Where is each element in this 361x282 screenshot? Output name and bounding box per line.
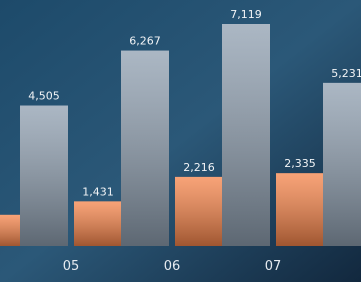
bar-shade xyxy=(0,215,21,246)
bar-shade xyxy=(323,83,361,246)
value-label: 4,505 xyxy=(28,90,60,103)
value-label: 5,231 xyxy=(331,67,361,80)
value-label: 2,216 xyxy=(183,161,215,174)
x-tick-label: 07 xyxy=(265,259,282,274)
page: {"chart_data": {"type": "bar", "categori… xyxy=(0,0,361,282)
chart: 4,505 1,431 05 6,267 2,216 06 7,119 2,335 07 5,23… xyxy=(0,0,361,282)
bar-shade xyxy=(222,24,270,246)
value-label: 2,335 xyxy=(284,157,316,170)
value-label: 7,119 xyxy=(230,8,262,21)
bar-shade xyxy=(74,201,122,246)
value-label: 6,267 xyxy=(129,35,161,48)
x-tick-label: 05 xyxy=(63,259,80,274)
bar-shade xyxy=(175,177,223,246)
bar-shade xyxy=(20,106,68,246)
x-tick-label: 06 xyxy=(164,259,181,274)
value-label: 1,431 xyxy=(82,185,114,198)
bar-shade xyxy=(276,173,324,246)
bar-shade xyxy=(121,51,169,246)
